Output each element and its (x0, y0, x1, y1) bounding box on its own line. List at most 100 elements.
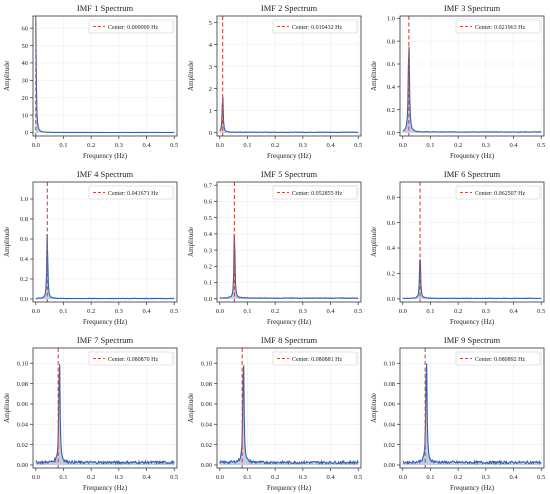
x-tick-label: 0.1 (243, 474, 251, 481)
y-tick-label: 0.00 (17, 462, 28, 469)
y-tick-label: 0.02 (17, 442, 28, 449)
x-tick-label: 0.5 (354, 142, 362, 149)
y-tick-label: 0.04 (17, 421, 29, 428)
subplot-title: IMF 5 Spectrum (261, 169, 318, 179)
axes-frame (32, 347, 178, 469)
x-tick-label: 0.0 (216, 308, 224, 315)
x-axis-label: Frequency (Hz) (267, 152, 312, 160)
y-tick-label: 0.2 (387, 271, 395, 278)
legend-box (455, 19, 541, 34)
x-tick-label: 0.1 (426, 474, 434, 481)
plot-area (217, 16, 361, 136)
legend: Center: 0.062507 Hz (455, 185, 541, 200)
legend: Center: 0.052855 Hz (272, 185, 358, 200)
y-tick-label: 60 (22, 25, 29, 32)
x-tick-label: 0.4 (142, 308, 151, 315)
legend-box (272, 351, 358, 366)
legend-box (88, 185, 174, 200)
x-tick-label: 0.2 (87, 308, 95, 315)
legend-label: Center: 0.041671 Hz (108, 191, 158, 197)
plot-area (400, 348, 544, 468)
legend-label: Center: 0.080892 Hz (475, 357, 525, 363)
y-tick-label: 30 (22, 78, 29, 85)
y-tick-label: 0.4 (387, 245, 396, 252)
x-tick-label: 0.5 (170, 474, 178, 481)
legend-label: Center: 0.010432 Hz (292, 25, 342, 31)
legend: Center: 0.041671 Hz (88, 185, 174, 200)
subplot-title: IMF 7 Spectrum (77, 335, 134, 345)
x-tick-label: 0.0 (32, 474, 40, 481)
y-tick-label: 0.06 (17, 401, 29, 408)
y-tick-label: 0.04 (201, 421, 213, 428)
x-tick-label: 0.1 (426, 142, 434, 149)
x-tick-label: 0.1 (59, 308, 67, 315)
spectrum-line (402, 363, 542, 466)
y-tick-label: 0.00 (201, 462, 212, 469)
x-tick-label: 0.2 (454, 308, 462, 315)
x-axis-label: Frequency (Hz) (267, 318, 312, 326)
legend: Center: 0.021963 Hz (455, 19, 541, 34)
y-tick-label: 0.08 (384, 381, 395, 388)
y-axis-label: Amplitude (3, 61, 11, 91)
y-tick-label: 0.1 (204, 280, 212, 287)
subplot-7: 0.0 0.1 0.2 0.3 0.4 0.5 0.00 0.02 0.04 0.06 0.08 0.… (3, 335, 178, 492)
y-tick-label: 0.0 (20, 296, 28, 303)
spectrum-line (219, 96, 359, 134)
legend: Center: 0.080892 Hz (455, 351, 541, 366)
subplot-6: 0.0 0.1 0.2 0.3 0.4 0.5 0.0 0.2 0.4 0.6 0.8 IMF 6 S… (370, 169, 545, 326)
x-tick-label: 0.3 (482, 142, 490, 149)
x-tick-label: 0.1 (243, 308, 251, 315)
x-tick-label: 0.5 (354, 308, 362, 315)
y-tick-label: 0.8 (387, 38, 395, 45)
subplot-title: IMF 1 Spectrum (77, 3, 134, 13)
y-tick-label: 20 (22, 95, 29, 102)
subplot-3: 0.0 0.1 0.2 0.3 0.4 0.5 0.0 0.2 0.4 0.6 0.8 1.0 IMF … (370, 3, 545, 160)
y-tick-label: 50 (22, 43, 29, 50)
y-tick-label: 2 (209, 86, 212, 93)
legend: Center: 0.080870 Hz (88, 351, 174, 366)
x-tick-label: 0.2 (87, 474, 95, 481)
x-axis-label: Frequency (Hz) (450, 318, 495, 326)
y-tick-label: 0.0 (204, 296, 212, 303)
x-tick-label: 0.2 (87, 142, 95, 149)
spectrum-line (402, 259, 542, 300)
subplot-4: 0.0 0.1 0.2 0.3 0.4 0.5 0.0 0.2 0.4 0.6 0.8 1.0 IMF … (3, 169, 178, 326)
x-tick-label: 0.4 (509, 474, 518, 481)
y-tick-label: 4 (209, 42, 213, 49)
x-tick-label: 0.0 (399, 142, 407, 149)
y-tick-label: 0.08 (17, 381, 28, 388)
y-axis-label: Amplitude (3, 227, 11, 257)
subplot-1: 0.0 0.1 0.2 0.3 0.4 0.5 0 10 20 30 40 50 60 IMF 1 Spe… (3, 3, 178, 160)
y-tick-label: 0.00 (384, 462, 395, 469)
x-tick-label: 0.0 (216, 142, 224, 149)
subplot-5: 0.0 0.1 0.2 0.3 0.4 0.5 0.0 0.1 0.2 0.3 0.4 0.5 0.6 0… (187, 169, 362, 326)
x-axis-label: Frequency (Hz) (83, 484, 128, 492)
x-tick-label: 0.0 (399, 308, 407, 315)
y-tick-label: 0.6 (204, 199, 213, 206)
y-tick-label: 0.8 (20, 216, 28, 223)
y-tick-label: 3 (209, 64, 212, 71)
x-axis-label: Frequency (Hz) (83, 318, 128, 326)
axes-frame (216, 347, 362, 469)
y-tick-label: 0.02 (384, 442, 395, 449)
y-tick-label: 0.2 (204, 264, 212, 271)
x-axis-label: Frequency (Hz) (450, 152, 495, 160)
y-tick-label: 0.6 (387, 220, 396, 227)
x-tick-label: 0.2 (271, 142, 279, 149)
plot-area (33, 16, 177, 136)
x-tick-label: 0.4 (142, 142, 151, 149)
y-tick-label: 0.2 (387, 107, 395, 114)
axes-frame (216, 15, 362, 137)
x-tick-label: 0.2 (454, 142, 462, 149)
y-tick-label: 0.6 (387, 61, 396, 68)
x-tick-label: 0.2 (454, 474, 462, 481)
y-axis-label: Amplitude (187, 227, 195, 257)
subplot-8: 0.0 0.1 0.2 0.3 0.4 0.5 0.00 0.02 0.04 0.06 0.08 0.… (187, 335, 362, 492)
axes-frame (216, 181, 362, 303)
y-tick-label: 0.2 (20, 276, 28, 283)
legend-label: Center: 0.021963 Hz (475, 25, 525, 31)
x-tick-label: 0.4 (326, 142, 335, 149)
y-tick-label: 10 (22, 112, 29, 119)
subplot-title: IMF 6 Spectrum (444, 169, 501, 179)
